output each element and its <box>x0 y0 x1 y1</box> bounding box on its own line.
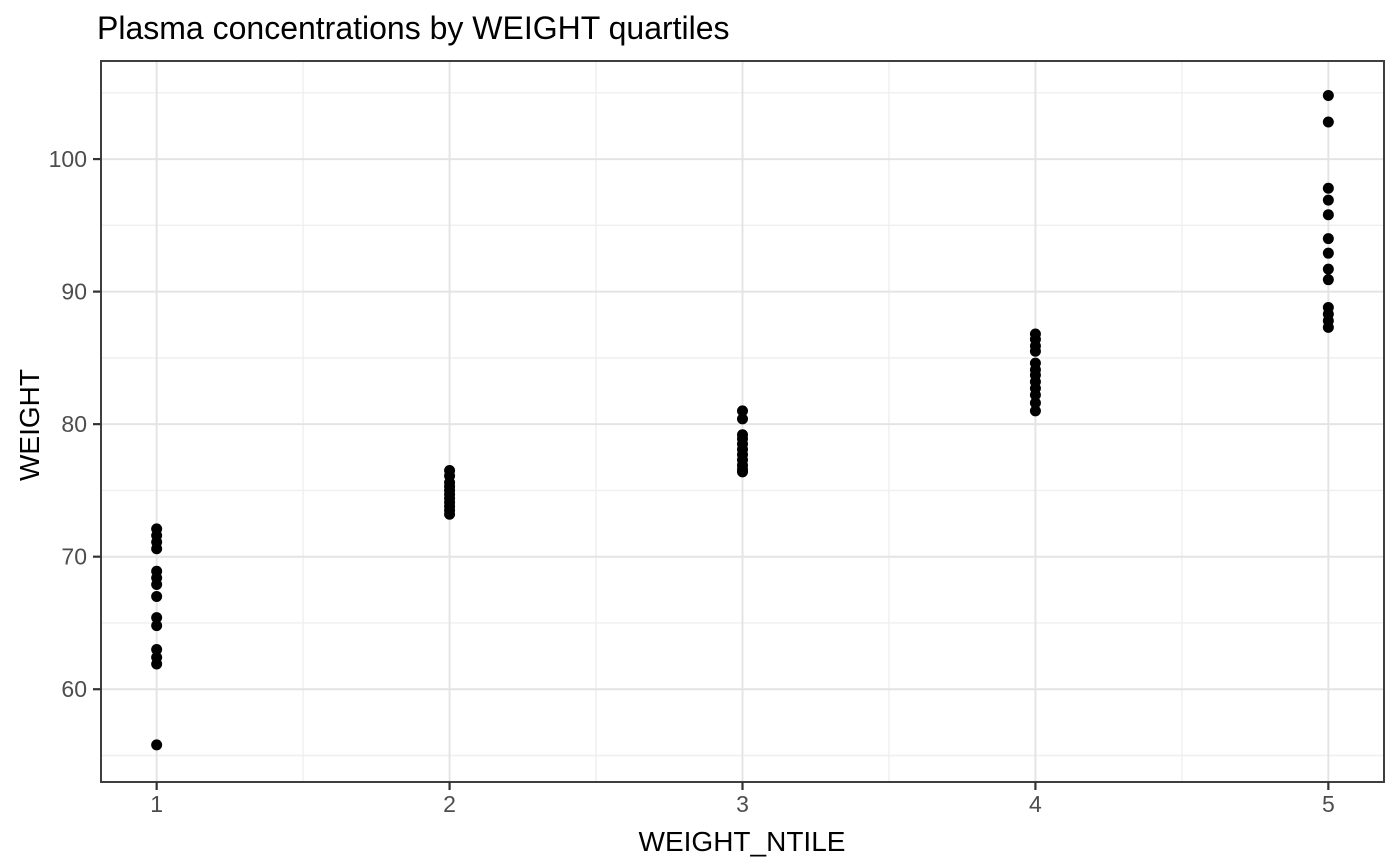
data-point <box>737 466 748 478</box>
y-tick-label: 70 <box>61 544 87 570</box>
data-point <box>737 413 748 425</box>
y-tick-label: 80 <box>61 411 87 437</box>
data-point <box>151 620 163 632</box>
y-tick-label: 60 <box>61 676 87 702</box>
y-tick-label: 100 <box>49 146 87 172</box>
x-tick-label: 4 <box>1029 791 1042 817</box>
data-point <box>151 643 163 655</box>
data-point <box>1322 194 1334 206</box>
x-tick-label: 2 <box>443 791 456 817</box>
data-point <box>1029 345 1041 357</box>
y-tick-label: 90 <box>61 279 87 305</box>
data-point <box>1029 389 1041 401</box>
data-point <box>737 405 748 417</box>
x-tick-label: 1 <box>150 791 163 817</box>
data-point <box>1322 321 1334 333</box>
x-axis-title: WEIGHT_NTILE <box>638 826 846 857</box>
data-point <box>1322 274 1334 286</box>
data-point <box>1322 182 1334 194</box>
data-point <box>1322 263 1334 275</box>
data-point <box>1029 405 1041 417</box>
data-point <box>1029 397 1041 409</box>
y-axis-title: WEIGHT <box>14 369 45 481</box>
data-point <box>1322 89 1334 101</box>
data-point <box>151 739 163 751</box>
data-point <box>151 590 163 602</box>
plot-title: Plasma concentrations by WEIGHT quartile… <box>97 10 730 46</box>
data-point <box>1322 233 1334 245</box>
data-point <box>1322 247 1334 259</box>
data-point <box>1322 116 1334 128</box>
data-point <box>151 579 163 591</box>
data-point <box>151 612 163 624</box>
data-point <box>151 543 163 555</box>
data-point <box>1322 209 1334 221</box>
data-point <box>151 658 163 670</box>
data-point <box>444 508 456 520</box>
x-tick-label: 3 <box>736 791 749 817</box>
x-tick-label: 5 <box>1322 791 1335 817</box>
